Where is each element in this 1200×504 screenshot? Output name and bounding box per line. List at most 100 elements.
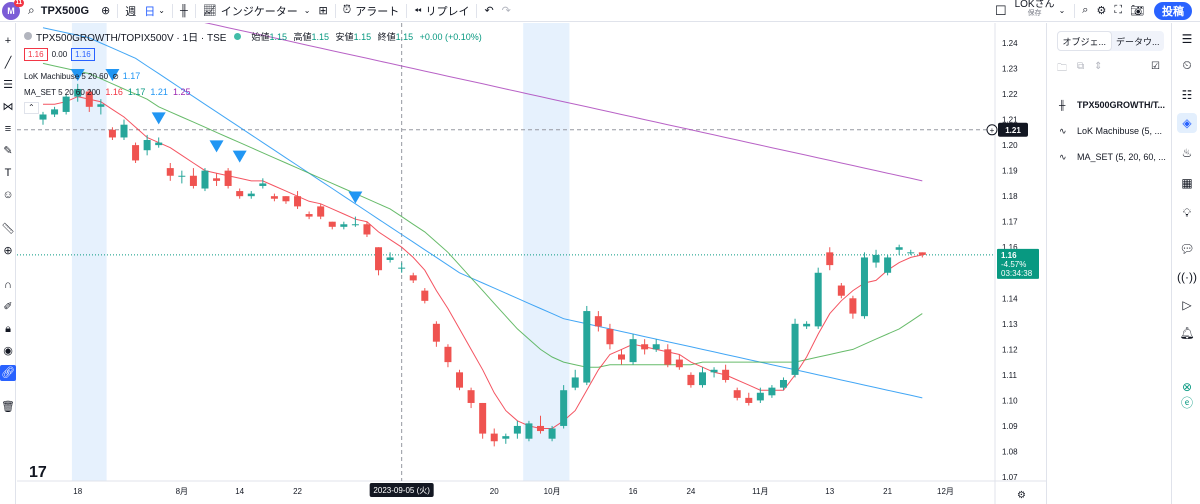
- user-save-button[interactable]: LOKさん 保存: [1011, 0, 1059, 22]
- candle-body: [363, 224, 371, 235]
- price-chart[interactable]: 1.24 1.23 1.22 1.21 1.20 1.19 1.18 1.17 1.16 1.15…: [17, 23, 1046, 504]
- ideas-bulb-icon[interactable]: 💡︎: [1182, 206, 1192, 220]
- ruler-icon[interactable]: 📏︎: [1, 223, 15, 235]
- streams-icon[interactable]: ((·)): [1177, 270, 1197, 284]
- eye-icon[interactable]: ◉: [3, 345, 13, 357]
- tab-objects[interactable]: オブジェ...: [1057, 31, 1112, 51]
- horizontal-lines-icon[interactable]: ☰: [3, 79, 13, 91]
- candle: [826, 247, 834, 271]
- buy-price-box[interactable]: 1.16: [71, 47, 95, 61]
- play-icon[interactable]: ▷: [1182, 298, 1192, 312]
- object-list-icon[interactable]: ☷: [1181, 88, 1193, 102]
- sell-signal-triangle: [348, 191, 363, 204]
- undo-icon[interactable]: ↶: [484, 5, 494, 17]
- link-icon[interactable]: 🔗︎: [0, 365, 16, 381]
- time-tick-label: 18: [73, 487, 82, 496]
- candle: [641, 339, 649, 355]
- fullscreen-icon[interactable]: ⛶: [1114, 4, 1123, 16]
- sell-price-box[interactable]: 1.16: [24, 47, 48, 61]
- folder-icon[interactable]: 🗀︎: [1057, 63, 1067, 74]
- object-item-main-series[interactable]: ╫ TPX500GROWTH/T...: [1047, 92, 1170, 118]
- chat-icon[interactable]: 💬︎: [1179, 242, 1195, 256]
- alert-label: アラート: [355, 5, 400, 18]
- notifications-bell-icon[interactable]: 🔔︎: [1179, 326, 1195, 340]
- add-symbol-icon[interactable]: ⊕: [101, 5, 111, 17]
- candle: [51, 106, 59, 118]
- calendar-icon[interactable]: ▦: [1181, 176, 1193, 190]
- extension-icon[interactable]: ⓔ: [1180, 396, 1193, 410]
- chart-legend: TPX500GROWTH/TOPIX500V · 1日 · TSE 始値1.15…: [24, 28, 482, 116]
- layout-checkbox-icon[interactable]: ☐: [994, 2, 1007, 18]
- candle: [490, 428, 498, 447]
- post-button[interactable]: 投稿: [1154, 1, 1192, 20]
- panel-actions: 🗀︎ ⧉ ⇕ ☑: [1057, 61, 1170, 78]
- chart-type-candles-icon[interactable]: ╫: [179, 4, 188, 17]
- clone-icon[interactable]: ⧉: [1077, 61, 1085, 72]
- watchlist-icon[interactable]: ☰: [1181, 32, 1193, 46]
- redo-icon[interactable]: ↷: [501, 5, 511, 17]
- emoji-icon[interactable]: ☺: [2, 189, 14, 201]
- trend-line-icon[interactable]: ╱: [4, 57, 12, 69]
- tab-data-window[interactable]: データウ...: [1115, 36, 1160, 47]
- quick-search-icon[interactable]: ⌕: [1082, 4, 1089, 16]
- crosshair-icon[interactable]: +: [4, 35, 12, 47]
- candle: [189, 168, 197, 189]
- object-item-lok-machibuse[interactable]: ∿ LoK Machibuse (5, ...: [1047, 118, 1170, 144]
- candle-body: [432, 323, 440, 342]
- layout-grid-icon[interactable]: ⊞: [318, 5, 328, 17]
- candle-body: [698, 372, 706, 386]
- lock-drawing-icon[interactable]: ✐: [3, 301, 13, 313]
- chevron-down-icon[interactable]: ⌄: [1058, 6, 1066, 15]
- candle-body: [409, 275, 417, 281]
- time-tick-label: 8月: [176, 487, 188, 496]
- indicator-1-name[interactable]: LoK Machibuse 5 20 60: [24, 71, 109, 81]
- candle-body: [62, 96, 70, 112]
- hotlist-flame-icon[interactable]: ♨: [1181, 146, 1193, 160]
- layers-icon[interactable]: ◈: [1177, 113, 1197, 133]
- camera-icon[interactable]: 📷︎: [1130, 5, 1144, 17]
- interval-day-button[interactable]: 日 ⌄: [140, 0, 169, 22]
- time-tick-label: 21: [883, 487, 892, 496]
- add-alert-icon[interactable]: [986, 124, 998, 136]
- trash-icon[interactable]: 🗑︎: [1, 401, 15, 413]
- legend-title[interactable]: TPX500GROWTH/TOPIX500V · 1日 · TSE: [36, 32, 227, 44]
- object-item-ma-set[interactable]: ∿ MA_SET (5, 20, 60, ...: [1047, 144, 1170, 170]
- logo-icon[interactable]: M 11: [2, 0, 24, 20]
- symbol-search-button[interactable]: TPX500G: [40, 4, 90, 17]
- settings-gear-icon[interactable]: ⚙: [1096, 5, 1107, 17]
- extension-close-icon[interactable]: ⊗: [1181, 380, 1193, 394]
- interval-week-button[interactable]: 週: [125, 5, 137, 18]
- scale-settings-icon[interactable]: ⚙: [1017, 490, 1026, 501]
- candle-body: [224, 170, 232, 186]
- indicators-button[interactable]: 📈︎ インジケーター ⌄: [199, 0, 315, 22]
- magnet-icon[interactable]: ∩: [4, 279, 12, 291]
- candle: [502, 433, 510, 444]
- time-tick-label: 24: [686, 487, 695, 496]
- alerts-clock-icon[interactable]: ⏲︎: [1182, 58, 1192, 72]
- candle: [571, 369, 579, 391]
- price-tick-label: 1.07: [1002, 473, 1018, 482]
- symbol-status-icon: [24, 32, 32, 40]
- indicator-2-name[interactable]: MA_SET 5 20 60 200: [24, 87, 101, 97]
- sort-icon[interactable]: ⇕: [1094, 61, 1103, 72]
- filter-checklist-icon[interactable]: ☑: [1151, 61, 1160, 72]
- last-price-change: -4.57%: [1001, 260, 1026, 269]
- candle: [62, 94, 70, 115]
- pattern-icon[interactable]: ⋈: [2, 101, 14, 113]
- brush-icon[interactable]: ✎: [3, 145, 13, 157]
- candle: [270, 193, 278, 202]
- candle-body: [525, 423, 533, 439]
- zoom-icon[interactable]: ⊕: [3, 245, 13, 257]
- fib-icon[interactable]: ≡: [4, 123, 12, 135]
- lock-icon[interactable]: 🔒︎: [5, 323, 11, 335]
- hidden-eye-icon[interactable]: ⊘: [112, 71, 119, 81]
- alert-button[interactable]: ⏰︎ アラート: [339, 0, 404, 22]
- candle-body: [201, 170, 209, 189]
- candle: [398, 262, 406, 273]
- search-icon[interactable]: ⌕: [28, 3, 35, 17]
- replay-button[interactable]: ⏪︎ リプレイ: [410, 0, 473, 22]
- price-tick-label: 1.11: [1002, 371, 1018, 380]
- candle: [652, 339, 660, 352]
- text-icon[interactable]: T: [4, 167, 12, 179]
- collapse-legend-icon[interactable]: ⌃: [24, 102, 39, 114]
